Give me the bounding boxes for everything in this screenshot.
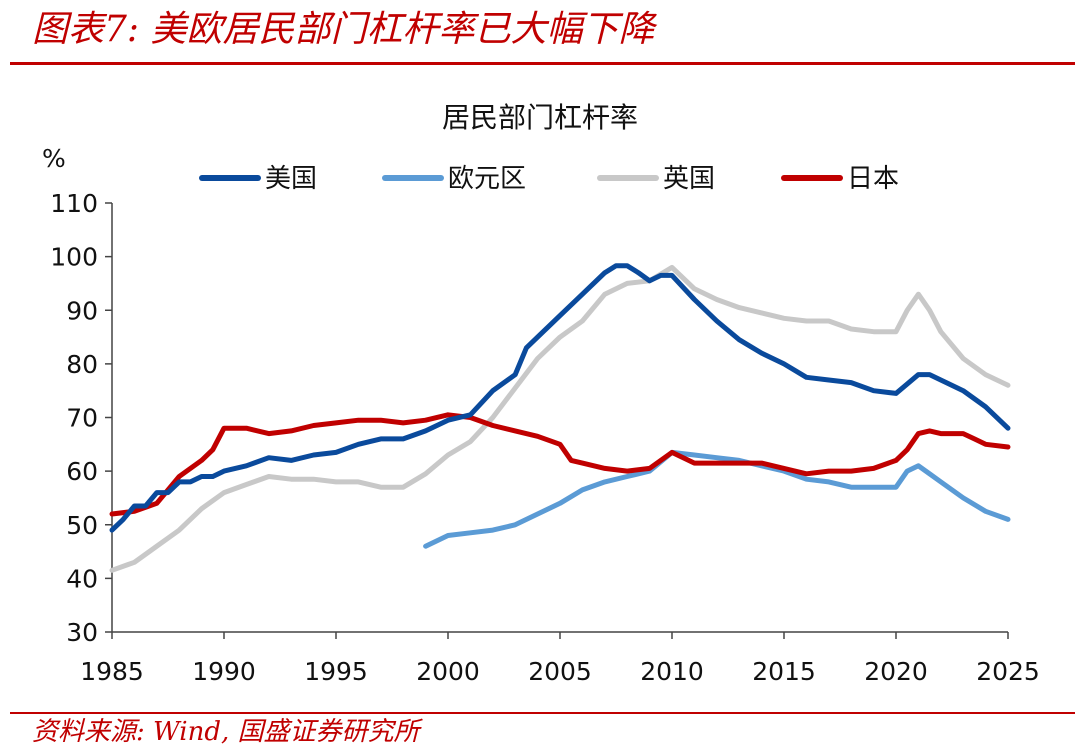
- y-tick-label: 110: [50, 189, 98, 218]
- y-tick-label: 30: [66, 618, 98, 647]
- x-tick-label: 2010: [640, 657, 704, 686]
- source-divider: [10, 712, 1075, 714]
- y-axis-ticks: 30 40 50 60 70 80 90 100 110: [50, 189, 112, 647]
- y-tick-label: 70: [66, 404, 98, 433]
- chart-title: 居民部门杠杆率: [442, 101, 638, 134]
- y-tick-label: 50: [66, 511, 98, 540]
- source-note: 资料来源: Wind, 国盛证券研究所: [32, 717, 420, 747]
- x-tick-label: 2020: [864, 657, 928, 686]
- x-tick-label: 2005: [528, 657, 592, 686]
- series-line-3: [109, 412, 1011, 517]
- x-axis-ticks: 1985 1990 1995 2000 2005 2010 2015 2020 2025: [80, 632, 1040, 686]
- y-tick-label: 90: [66, 296, 98, 325]
- legend-label: 日本: [847, 164, 899, 194]
- x-tick-label: 1990: [192, 657, 256, 686]
- axes: [111, 203, 1008, 633]
- series-line-2: [109, 264, 1011, 573]
- series-lines: [109, 263, 1011, 573]
- title-divider: [10, 62, 1075, 65]
- figure-title: 图表7: 美欧居民部门杠杆率已大幅下降: [32, 9, 655, 50]
- series-line-0: [109, 263, 1011, 533]
- x-tick-label: 2000: [416, 657, 480, 686]
- series-line-1: [423, 449, 1011, 549]
- line-chart: 居民部门杠杆率 % 美国 欧元区 英国 日本 30 40 50 60 70 80 90 100 110…: [42, 101, 1040, 686]
- x-tick-label: 1985: [80, 657, 144, 686]
- x-tick-label: 2015: [752, 657, 816, 686]
- legend: 美国 欧元区 英国 日本: [199, 164, 899, 194]
- legend-label: 英国: [663, 164, 715, 194]
- y-tick-label: 80: [66, 350, 98, 379]
- legend-label: 欧元区: [448, 164, 526, 194]
- y-tick-label: 40: [66, 564, 98, 593]
- x-tick-label: 2025: [976, 657, 1040, 686]
- legend-label: 美国: [265, 164, 317, 194]
- y-axis-unit: %: [42, 144, 66, 173]
- y-tick-label: 60: [66, 457, 98, 486]
- y-tick-label: 100: [50, 243, 98, 272]
- x-tick-label: 1995: [304, 657, 368, 686]
